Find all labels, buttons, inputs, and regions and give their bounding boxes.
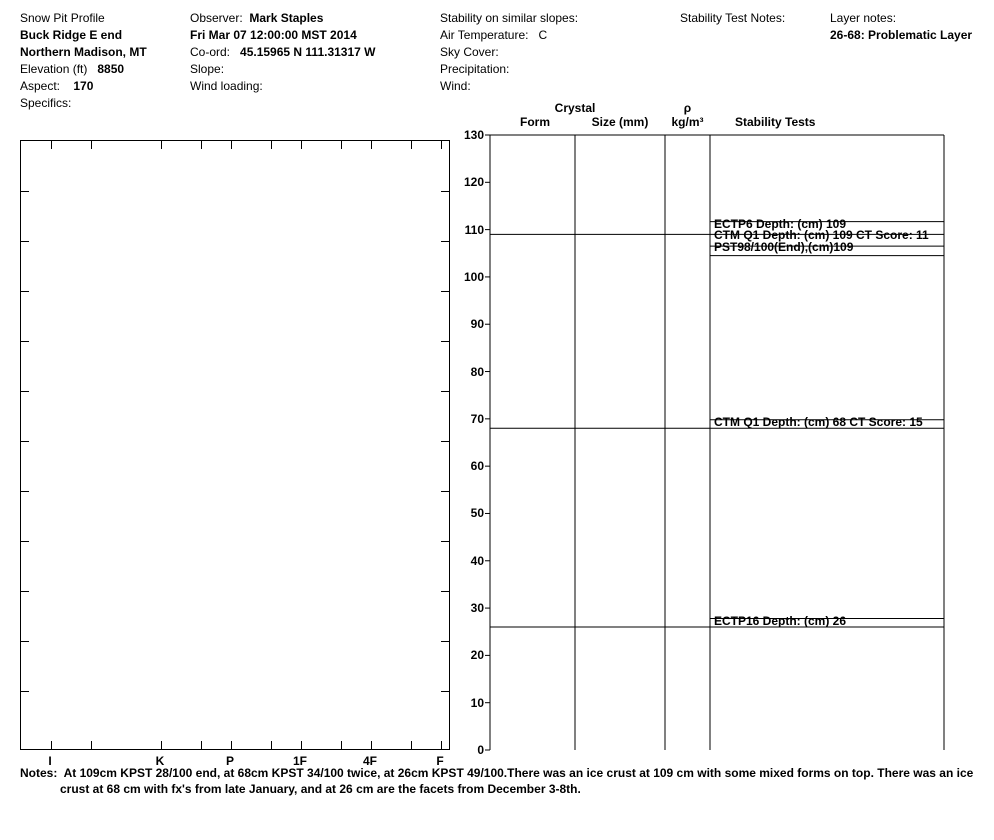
coord-label: Co-ord:	[190, 45, 230, 59]
site-line2: Northern Madison, MT	[20, 44, 147, 61]
aspect-row: Aspect: 170	[20, 78, 147, 95]
aspect-label: Aspect:	[20, 79, 60, 93]
page-root: Snow Pit Profile Buck Ridge E end Northe…	[0, 0, 994, 840]
observer-value: Mark Staples	[249, 11, 323, 25]
layer-notes-value: 26-68: Problematic Layer	[830, 27, 972, 44]
layer-notes-label: Layer notes:	[830, 10, 972, 27]
slope-label: Slope:	[190, 61, 375, 78]
profile-y-label: 10	[460, 696, 484, 710]
air-temp-row: Air Temperature: C	[440, 27, 578, 44]
air-temp-label: Air Temperature:	[440, 28, 528, 42]
stability-similar-label: Stability on similar slopes:	[440, 10, 578, 27]
header-col-1: Snow Pit Profile Buck Ridge E end Northe…	[20, 10, 147, 112]
header-col-5: Layer notes: 26-68: Problematic Layer	[830, 10, 972, 44]
elevation-value: 8850	[97, 62, 124, 76]
profile-y-label: 30	[460, 601, 484, 615]
profile-y-label: 90	[460, 317, 484, 331]
stability-test-label: ECTP16 Depth: (cm) 26	[714, 614, 846, 628]
notes-block: Notes: At 109cm KPST 28/100 end, at 68cm…	[20, 765, 980, 797]
profile-y-label: 50	[460, 506, 484, 520]
profile-y-label: 80	[460, 365, 484, 379]
profile-y-label: 40	[460, 554, 484, 568]
notes-label: Notes:	[20, 766, 57, 780]
precip-label: Precipitation:	[440, 61, 578, 78]
hardness-xlabels: IKP1F4FF	[20, 140, 450, 770]
stability-test-label: CTM Q1 Depth: (cm) 68 CT Score: 15	[714, 415, 923, 429]
profile-y-label: 20	[460, 648, 484, 662]
profile-y-label: 60	[460, 459, 484, 473]
col-header-crystal: Crystal	[520, 101, 630, 115]
title: Snow Pit Profile	[20, 10, 147, 27]
aspect-value: 170	[73, 79, 93, 93]
elevation-row: Elevation (ft) 8850	[20, 61, 147, 78]
header-col-2: Observer: Mark Staples Fri Mar 07 12:00:…	[190, 10, 375, 95]
col-header-rho-sym: ρ	[665, 101, 710, 115]
coord-row: Co-ord: 45.15965 N 111.31317 W	[190, 44, 375, 61]
header-col-3: Stability on similar slopes: Air Tempera…	[440, 10, 578, 95]
observer-label: Observer:	[190, 11, 243, 25]
wind-label: Wind:	[440, 78, 578, 95]
stability-test-label: PST98/100(End),(cm)109	[714, 240, 853, 254]
notes-line1: At 109cm KPST 28/100 end, at 68cm KPST 3…	[64, 766, 974, 780]
sky-label: Sky Cover:	[440, 44, 578, 61]
elevation-label: Elevation (ft)	[20, 62, 87, 76]
stability-test-notes-label: Stability Test Notes:	[680, 10, 785, 27]
profile-y-label: 110	[460, 223, 484, 237]
coord-value: 45.15965 N 111.31317 W	[240, 45, 375, 59]
notes-line2: crust at 68 cm with fx's from late Janua…	[20, 781, 980, 797]
profile-y-label: 130	[460, 128, 484, 142]
profile-svg	[460, 115, 980, 765]
air-temp-value: C	[539, 28, 548, 42]
site-line1: Buck Ridge E end	[20, 27, 147, 44]
profile-y-label: 120	[460, 175, 484, 189]
profile-region: Crystal Form Size (mm) ρ kg/m³ Stability…	[460, 115, 980, 765]
wind-loading-label: Wind loading:	[190, 78, 375, 95]
profile-y-label: 70	[460, 412, 484, 426]
specifics-label: Specifics:	[20, 95, 147, 112]
header-col-4: Stability Test Notes:	[680, 10, 785, 27]
profile-y-label: 100	[460, 270, 484, 284]
datetime: Fri Mar 07 12:00:00 MST 2014	[190, 27, 375, 44]
profile-y-label: 0	[460, 743, 484, 757]
observer-row: Observer: Mark Staples	[190, 10, 375, 27]
